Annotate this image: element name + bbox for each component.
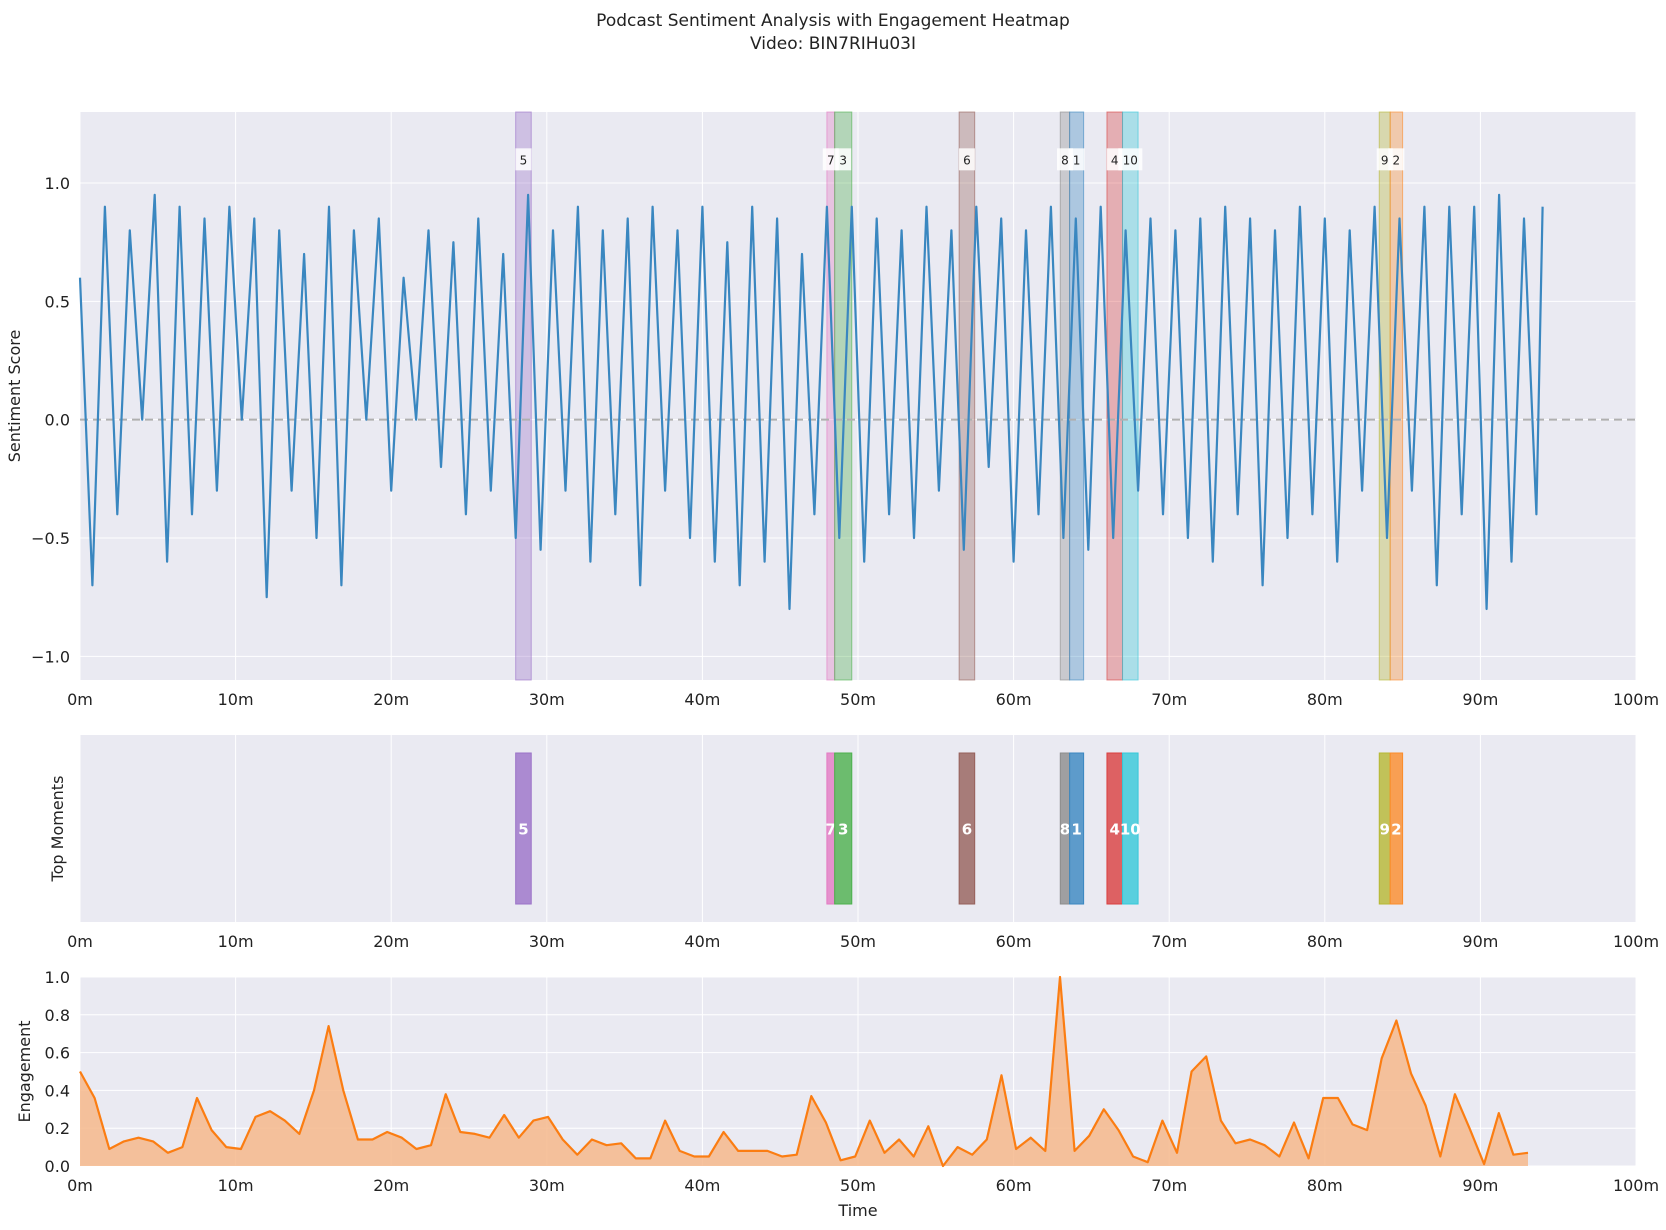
moment-bar: [1122, 752, 1139, 905]
x-tick-label: 0m: [67, 1176, 93, 1195]
rank-label-box: [1118, 148, 1143, 171]
x-tick-label: 10m: [218, 932, 254, 951]
x-tick-label: 60m: [996, 932, 1032, 951]
y-tick-label: −1.0: [31, 647, 70, 666]
highlight-span: [1389, 111, 1404, 681]
x-tick-label: 40m: [684, 690, 720, 709]
x-tick-label: 90m: [1462, 1176, 1498, 1195]
moment-rank-label: 2: [1391, 821, 1401, 839]
x-tick-label: 40m: [684, 932, 720, 951]
moment-bar: [1069, 752, 1085, 905]
y-tick-label: −0.5: [31, 529, 70, 548]
moment-rank-label: 5: [518, 821, 528, 839]
y-axis-label: Engagement: [15, 1020, 34, 1122]
y-tick-label: 1.0: [45, 174, 70, 193]
figure-title: Podcast Sentiment Analysis with Engageme…: [596, 11, 1070, 31]
x-tick-label: 40m: [684, 1176, 720, 1195]
sentiment-panel: 0m 10m 20m 30m 40m 50m 60m 70m 80m 90m 100m −1.0 −0.…: [5, 111, 1659, 709]
x-tick-label: 20m: [373, 1176, 409, 1195]
highlight-span: [1122, 111, 1139, 681]
y-tick-label: 0.0: [45, 1157, 70, 1176]
engagement-line: [79, 975, 1529, 1168]
y-tick-label: 0.6: [45, 1044, 70, 1063]
x-tick-label: 80m: [1307, 690, 1343, 709]
sentiment-line: [78, 193, 1544, 611]
y-tick-label: 0.8: [45, 1006, 70, 1025]
x-tick-label: 20m: [373, 932, 409, 951]
x-tick-label: 100m: [1613, 690, 1659, 709]
x-tick-label: 80m: [1307, 1176, 1343, 1195]
moment-rank-label: 4: [1110, 821, 1120, 839]
x-tick-label: 70m: [1151, 1176, 1187, 1195]
moment-rank-label: 8: [1060, 821, 1070, 839]
rank-label-box: [1388, 148, 1405, 171]
rank-label-box: [835, 148, 852, 171]
moment-bar: [834, 752, 853, 905]
rank-label: 1: [1073, 153, 1081, 167]
x-tick-label: 50m: [840, 932, 876, 951]
x-tick-label: 90m: [1462, 690, 1498, 709]
y-tick-label: 0.0: [45, 411, 70, 430]
highlight-span: [958, 111, 976, 681]
moment-rank-label: 3: [838, 821, 848, 839]
moment-rank-label: 7: [826, 821, 836, 839]
rank-label: 10: [1123, 153, 1138, 167]
x-tick-label: 30m: [529, 690, 565, 709]
x-tick-label: 30m: [529, 932, 565, 951]
rank-label-box: [958, 148, 975, 171]
rank-label: 9: [1381, 153, 1389, 167]
rank-label: 6: [963, 153, 971, 167]
moment-rank-label: 6: [962, 821, 972, 839]
rank-label: 8: [1061, 153, 1069, 167]
rank-label: 5: [520, 153, 528, 167]
rank-label: 3: [839, 153, 847, 167]
engagement-area: [80, 977, 1528, 1166]
x-tick-label: 70m: [1151, 932, 1187, 951]
x-tick-label: 50m: [840, 1176, 876, 1195]
y-tick-label: 0.5: [45, 292, 70, 311]
x-axis-label: Time: [837, 1201, 877, 1220]
highlight-span: [834, 111, 853, 681]
top-moments-panel: 0m 10m 20m 30m 40m 50m 60m 70m 80m 90m 100m Top Mom…: [48, 735, 1659, 951]
y-tick-label: 0.4: [45, 1081, 70, 1100]
moment-rank-label: 1: [1071, 821, 1081, 839]
rank-label-box: [822, 148, 839, 171]
moment-bar: [958, 752, 976, 905]
moment-rank-label: 10: [1120, 821, 1141, 839]
y-tick-label: 0.2: [45, 1119, 70, 1138]
x-tick-label: 100m: [1613, 1176, 1659, 1195]
x-tick-label: 10m: [218, 690, 254, 709]
x-tick-label: 100m: [1613, 932, 1659, 951]
y-axis-label: Top Moments: [48, 776, 67, 883]
rank-label: 2: [1393, 153, 1401, 167]
x-tick-label: 90m: [1462, 932, 1498, 951]
x-tick-label: 80m: [1307, 932, 1343, 951]
moment-bar: [515, 752, 532, 905]
x-tick-label: 20m: [373, 690, 409, 709]
highlight-span: [1106, 111, 1124, 681]
figure-subtitle: Video: BIN7RIHu03I: [750, 34, 916, 54]
moment-bar: [1389, 752, 1404, 905]
x-tick-label: 30m: [529, 1176, 565, 1195]
engagement-panel: 0m 10m 20m 30m 40m 50m 60m 70m 80m 90m 100m 0.0 0.2 0…: [15, 968, 1659, 1220]
moment-rank-label: 9: [1379, 821, 1389, 839]
rank-label: 7: [827, 153, 835, 167]
x-tick-label: 60m: [996, 690, 1032, 709]
x-tick-label: 0m: [67, 690, 93, 709]
highlight-span: [515, 111, 532, 681]
x-tick-label: 50m: [840, 690, 876, 709]
x-tick-label: 70m: [1151, 690, 1187, 709]
y-axis-label: Sentiment Score: [5, 330, 24, 463]
x-tick-label: 0m: [67, 932, 93, 951]
y-tick-label: 1.0: [45, 968, 70, 987]
rank-label-box: [1068, 148, 1085, 171]
rank-label-box: [515, 148, 532, 171]
x-tick-label: 60m: [996, 1176, 1032, 1195]
x-tick-label: 10m: [218, 1176, 254, 1195]
rank-label: 4: [1111, 153, 1119, 167]
